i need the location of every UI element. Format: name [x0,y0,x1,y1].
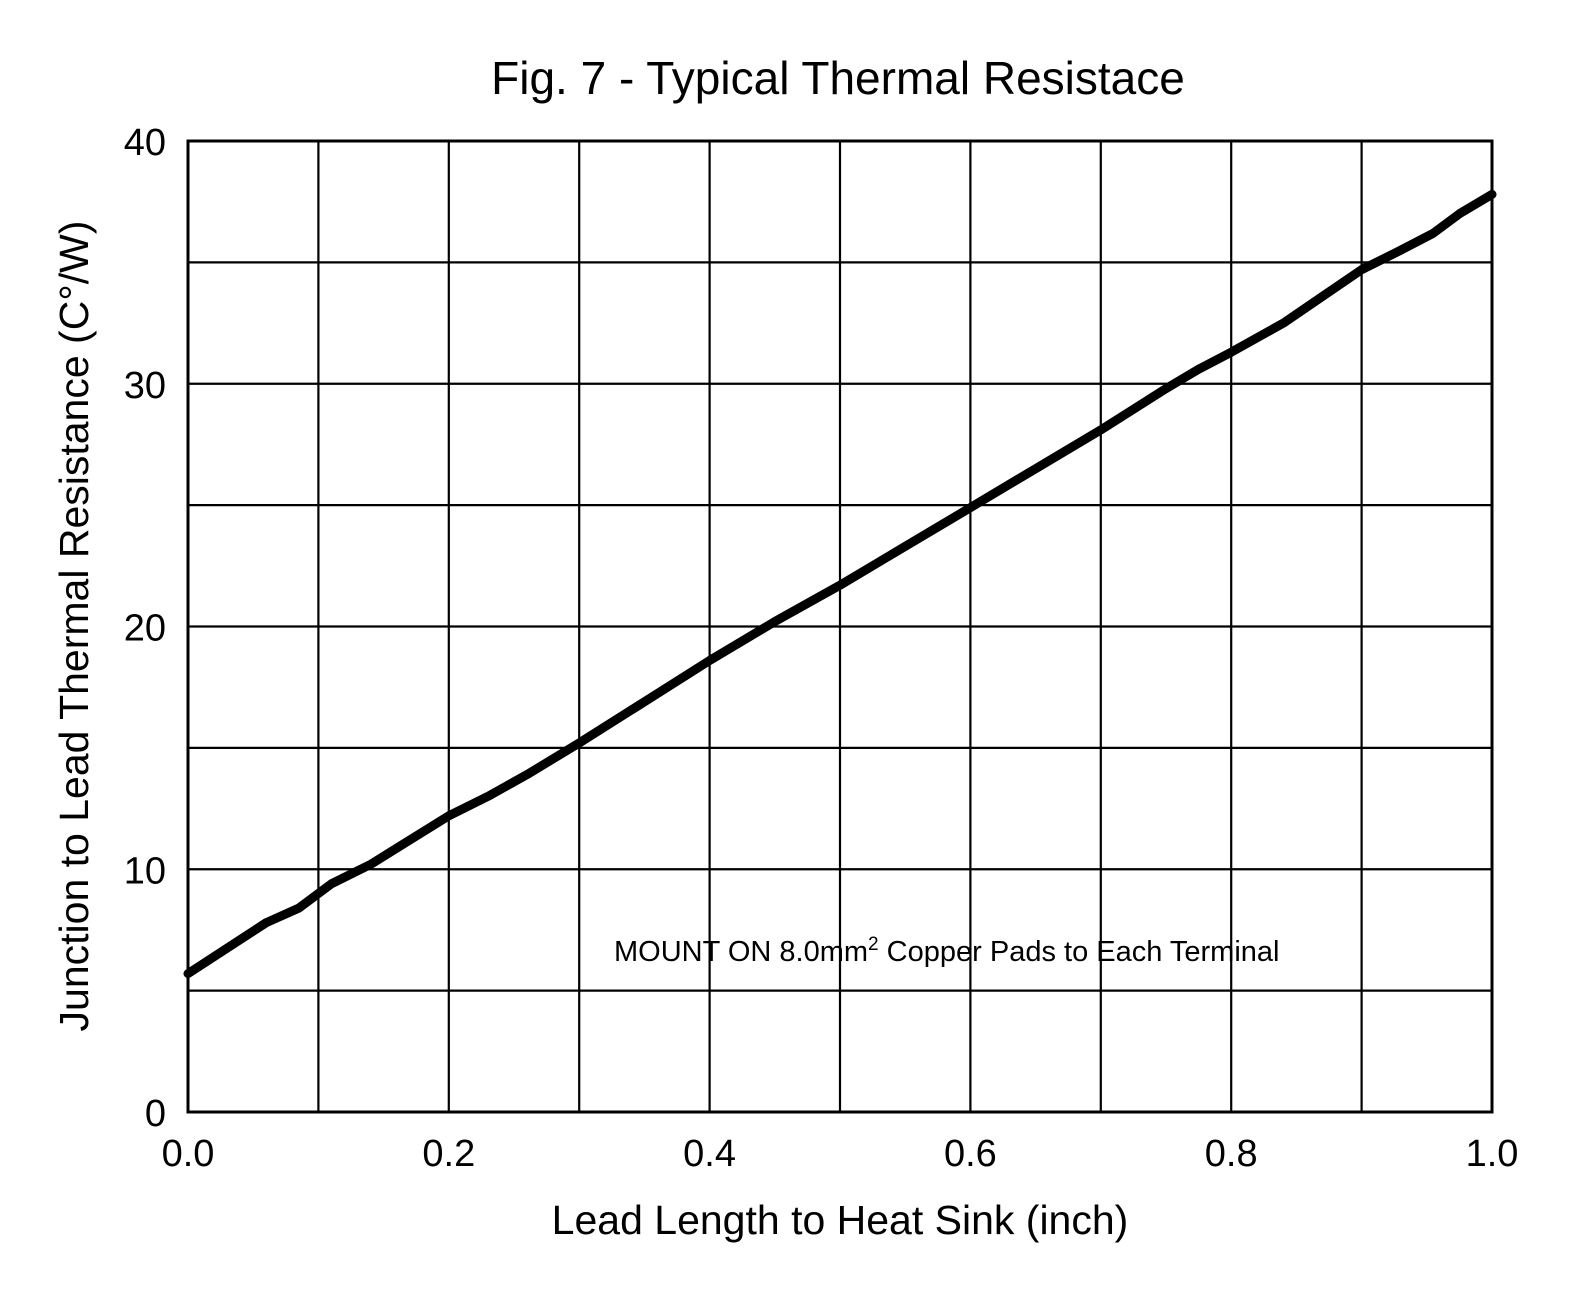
y-tick-label: 10 [124,850,166,892]
y-tick-label: 30 [124,365,166,407]
mounting-annotation: MOUNT ON 8.0mm2 Copper Pads to Each Term… [614,934,1279,968]
y-tick-label: 40 [124,122,166,164]
plot-frame [186,139,1494,1114]
x-tick-labels: 0.0 0.2 0.4 0.6 0.8 1.0 [162,1133,1519,1175]
annotation-superscript: 2 [868,934,879,955]
x-tick-label: 0.2 [422,1133,475,1175]
series-line-thermal-resistance [183,189,1497,979]
x-tick-label: 0.8 [1205,1133,1258,1175]
y-tick-labels: 0 10 20 30 40 [124,122,166,1135]
chart-title: Fig. 7 - Typical Thermal Resistace [491,52,1185,104]
x-tick-label: 0.6 [944,1133,997,1175]
y-tick-label: 0 [145,1093,166,1135]
y-axis-label: Junction to Lead Thermal Resistance (C°/… [51,221,97,1032]
x-axis-label: Lead Length to Heat Sink (inch) [552,1197,1129,1243]
series-group [183,189,1497,979]
x-tick-label: 1.0 [1466,1133,1519,1175]
annotation-suffix-text: Copper Pads to Each Terminal [879,936,1280,968]
annotation-main-text: MOUNT ON 8.0mm [614,936,868,968]
y-tick-label: 20 [124,608,166,650]
x-tick-label: 0.0 [162,1133,215,1175]
x-tick-label: 0.4 [683,1133,736,1175]
